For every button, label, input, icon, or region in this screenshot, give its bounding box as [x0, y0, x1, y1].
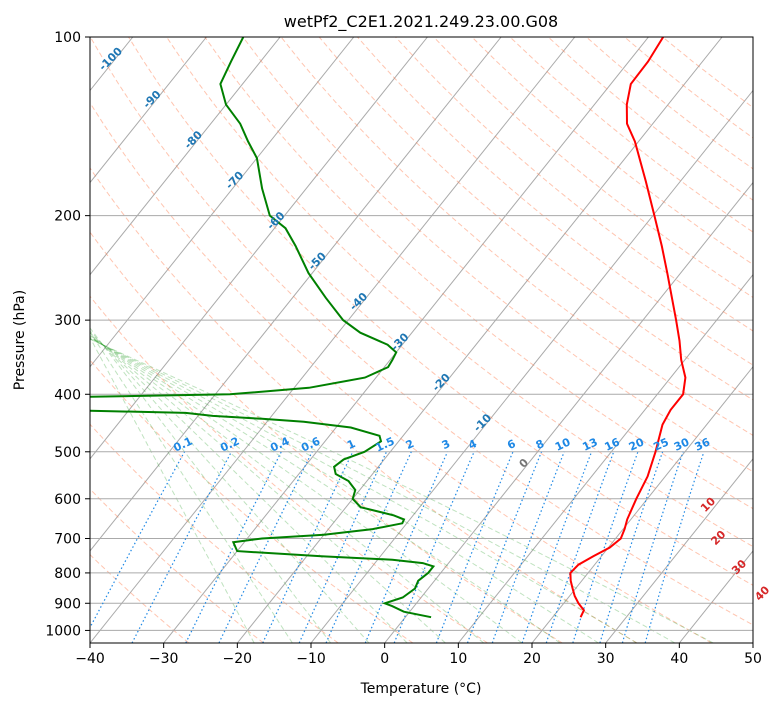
x-tick-label: 10: [449, 651, 467, 667]
x-tick-label: 30: [597, 651, 615, 667]
x-tick-label: 0: [380, 651, 389, 667]
y-axis-ticks: 100 200 300 400 500 600 700 800 900 1000: [45, 30, 90, 639]
y-tick-label: 700: [54, 532, 81, 548]
isotherm-line: [90, 37, 355, 368]
x-tick-label: −30: [149, 651, 179, 667]
mixing-ratio-label: 25: [651, 435, 670, 453]
isotherm-line: [531, 365, 753, 643]
dry-adiabat-line: [204, 37, 753, 510]
dry-adiabat-line: [90, 423, 339, 643]
mixing-ratio-line: [325, 451, 412, 643]
mixing-ratio-line: [218, 451, 313, 643]
y-tick-label: 500: [54, 445, 81, 461]
isotherm-line: [90, 37, 207, 184]
moist-adiabat-line: [90, 336, 561, 643]
x-tick-label: −40: [75, 651, 105, 667]
dry-adiabat-line: [357, 37, 753, 366]
dry-adiabat-line: [90, 295, 488, 643]
isotherm-line: [90, 37, 281, 276]
mixing-ratio-label: 36: [693, 435, 713, 453]
mixing-ratio-label: 13: [580, 435, 599, 453]
mixing-ratio-line: [131, 451, 232, 643]
moist-adiabat-line: [90, 336, 255, 643]
mixing-ratio-line: [185, 451, 282, 643]
moist-adiabat-line: [90, 327, 332, 643]
dry-adiabat-line: [90, 359, 414, 643]
isotherm-line: [605, 458, 753, 643]
mixing-ratio-line: [621, 451, 684, 643]
mixing-ratio-label: 16: [603, 435, 623, 453]
x-tick-label: 50: [744, 651, 762, 667]
plot-frame: [89, 36, 754, 644]
mixing-ratio-line: [364, 451, 449, 643]
mixing-ratio-line: [466, 451, 543, 643]
dry-adiabat-line: [90, 101, 712, 643]
dry-adiabat-line: [242, 37, 753, 473]
y-tick-label: 600: [54, 492, 81, 508]
sounding-line: [569, 37, 687, 618]
chart-title: wetPf2_C2E1.2021.249.23.00.G08: [284, 12, 558, 32]
dry-adiabat-line: [166, 37, 753, 548]
dry-adiabat-line: [90, 488, 264, 643]
isotherm-line: [90, 37, 502, 552]
moist-adiabat-line: [90, 333, 446, 643]
y-tick-label: 100: [54, 30, 81, 46]
isotherm-line: [384, 181, 753, 643]
x-axis-label: Temperature (°C): [360, 681, 482, 697]
isotherm-line: [457, 273, 753, 643]
mixing-ratio-line: [90, 451, 186, 629]
y-tick-label: 1000: [45, 623, 81, 639]
dry-adiabat-line: [280, 37, 753, 436]
dry-adiabat-line: [90, 553, 190, 643]
mixing-ratio-label: 10: [553, 435, 573, 453]
isotherm-line: [90, 37, 428, 460]
dry-adiabat-line: [90, 167, 638, 643]
y-tick-label: 400: [54, 387, 81, 403]
moist-adiabat-line: [90, 330, 370, 643]
sounding-traces: [90, 37, 687, 619]
mixing-ratio-line: [491, 451, 565, 643]
mixing-ratio-label: 30: [672, 435, 692, 453]
x-tick-label: −10: [296, 651, 326, 667]
background-lines: [90, 37, 753, 643]
y-tick-label: 900: [54, 596, 81, 612]
y-tick-label: 800: [54, 566, 81, 582]
moist-adiabat-line: [90, 337, 637, 643]
mixing-ratio-line: [545, 451, 615, 643]
isotherm-line: [163, 37, 649, 643]
moist-adiabat-line: [90, 332, 408, 643]
mixing-ratio-lines: [90, 451, 705, 643]
moist-adiabat-line: [90, 338, 714, 643]
y-tick-label: 200: [54, 209, 81, 225]
mixing-ratio-label: 20: [627, 435, 647, 453]
y-tick-label: 300: [54, 313, 81, 329]
y-axis-label: Pressure (hPa): [12, 290, 28, 390]
dry-adiabat-line: [90, 37, 753, 626]
moist-adiabat-line: [90, 334, 485, 643]
isotherm-line: [310, 89, 753, 643]
isotherm-line: [236, 37, 723, 643]
x-axis-ticks: −40 −30 −20 −10 0 10 20 30 40 50: [75, 643, 762, 667]
dry-adiabat-line: [395, 37, 753, 332]
sounding-line: [90, 37, 436, 619]
mixing-ratio-line: [572, 451, 639, 643]
isotherm-line: [90, 37, 576, 643]
moist-adiabat-line: [90, 331, 293, 643]
mixing-ratio-line: [435, 451, 514, 643]
mixing-ratio-line: [644, 451, 705, 643]
x-tick-label: 40: [670, 651, 688, 667]
mixing-ratio-line: [599, 451, 664, 643]
x-tick-label: −20: [223, 651, 253, 667]
isobar-grid: [90, 37, 753, 631]
x-tick-label: 20: [523, 651, 541, 667]
mixing-ratio-line: [521, 451, 593, 643]
